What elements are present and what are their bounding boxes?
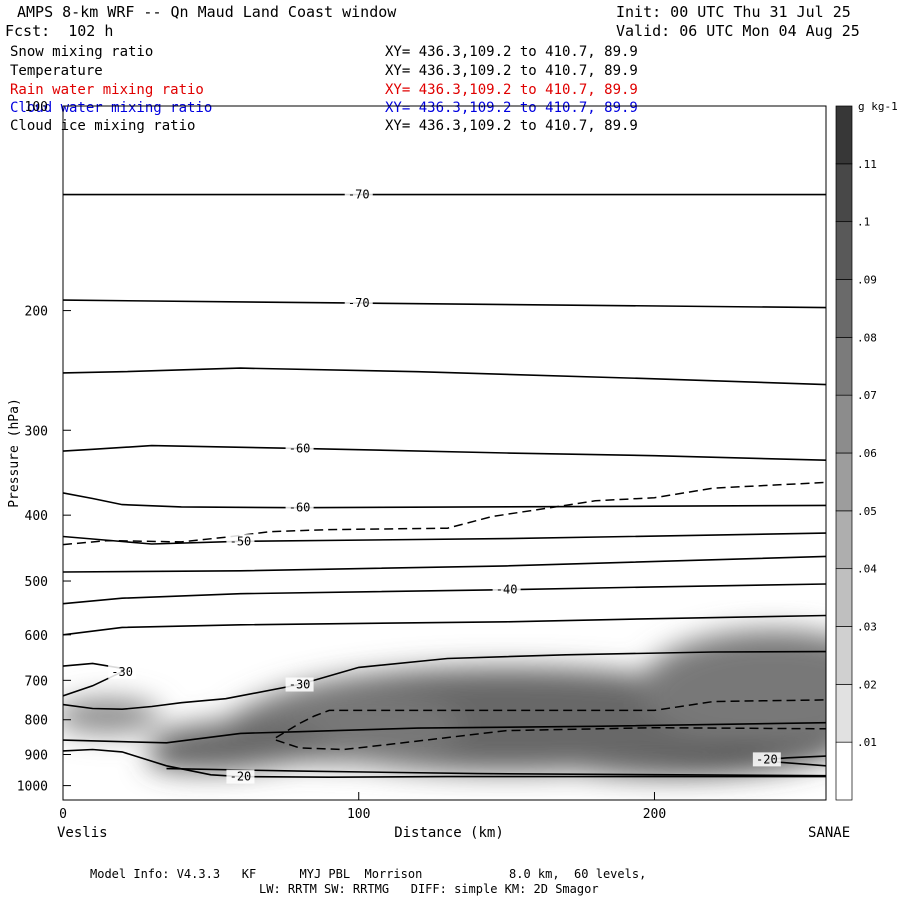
y-axis: 100 200 300 400 500 600 700 800 900 1000 [17, 100, 71, 795]
plot-frame [62, 105, 827, 801]
temperature-contour-1 [63, 299, 826, 309]
colorbar-swatch-9 [835, 221, 853, 280]
chart-title: AMPS 8-km WRF -- Qn Maud Land Coast wind… [17, 3, 397, 21]
temperature-contour-12 [63, 748, 826, 779]
y-axis-label: Pressure (hPa) [7, 398, 22, 508]
colorbar-label-6: .07 [857, 389, 877, 402]
rain-water-contour-1 [275, 699, 826, 739]
y-tick-label-9: 1000 [17, 780, 48, 795]
field-xy-cloud-ice: XY= 436.3,109.2 to 410.7, 89.9 [385, 118, 638, 134]
y-tick-label-7: 800 [25, 714, 48, 729]
field-name-temperature: Temperature [10, 63, 103, 79]
colorbar-unit-text: g kg-1 [858, 100, 898, 113]
field-xy-cloud-water: XY= 436.3,109.2 to 410.7, 89.9 [385, 100, 638, 116]
colorbar-label-7: .08 [857, 331, 877, 344]
y-tick-label-2: 300 [25, 424, 48, 439]
contour-label-5: -50 [230, 534, 252, 548]
temperature-contour-6 [63, 555, 826, 573]
colorbar-swatch-10 [835, 163, 853, 223]
colorbar-swatch-2 [835, 626, 853, 685]
x-tick-label-2: 200 [643, 807, 666, 822]
colorbar-label-5: .06 [857, 447, 877, 460]
rain-water-contour-2 [275, 726, 826, 751]
colorbar: .01 .02 .03 .04 .05 .06 .07 .08 .09 .1 .11 [835, 105, 877, 801]
rain-water-contour-0 [63, 481, 826, 546]
field-xy-rain-water: XY= 436.3,109.2 to 410.7, 89.9 [385, 82, 638, 98]
contour-label-10: -30 [111, 665, 133, 679]
contour-label-14: -20 [756, 752, 778, 766]
init-time: Init: 00 UTC Thu 31 Jul 25 [616, 3, 851, 21]
field-name-snow: Snow mixing ratio [10, 44, 154, 60]
colorbar-swatch-6 [835, 394, 853, 454]
contour-label-0: -70 [348, 188, 370, 202]
snow-area-5 [63, 698, 161, 734]
snow-area-6 [151, 721, 330, 768]
contour-label-1: -70 [348, 296, 370, 310]
contour-label-9: -30 [289, 678, 311, 692]
colorbar-swatch-1 [835, 683, 853, 743]
colorbar-swatch-5 [835, 452, 853, 512]
contour-label-4: -60 [289, 501, 311, 515]
y-tick-label-0: 100 [25, 100, 48, 115]
colorbar-unit: g kg-1 [858, 100, 898, 113]
valid-time: Valid: 06 UTC Mon 04 Aug 25 [616, 22, 860, 40]
y-tick-label-3: 400 [25, 509, 48, 524]
x-tick-label-1: 100 [347, 807, 370, 822]
colorbar-label-8: .09 [857, 274, 877, 287]
model-info-line1: Model Info: V4.3.3 KF MYJ PBL Morrison 8… [90, 867, 647, 881]
field-name-cloud-water: Cloud water mixing ratio [10, 100, 213, 116]
x-axis: 0 100 200 [59, 792, 666, 822]
field-name-rain-water: Rain water mixing ratio [10, 82, 204, 98]
colorbar-label-1: .02 [857, 678, 877, 691]
field-xy-temperature: XY= 436.3,109.2 to 410.7, 89.9 [385, 63, 638, 79]
field-name-cloud-ice: Cloud ice mixing ratio [10, 118, 196, 134]
x-tick-label-0: 0 [59, 807, 67, 822]
colorbar-label-4: .05 [857, 505, 877, 518]
y-tick-label-5: 600 [25, 629, 48, 644]
colorbar-label-10: .11 [857, 158, 877, 171]
colorbar-swatch-11 [835, 105, 853, 165]
snow-area-3 [639, 629, 826, 748]
temperature-contour-3 [63, 444, 826, 461]
x-endpoint-right: SANAE [808, 825, 850, 841]
temperature-contour-4 [63, 492, 826, 509]
colorbar-swatch-3 [835, 568, 853, 627]
temperature-contour-7 [63, 583, 826, 605]
contour-label-12: -20 [230, 770, 252, 784]
contour-label-7: -40 [496, 583, 518, 597]
model-info-line2: LW: RRTM SW: RRTMG DIFF: simple KM: 2D S… [259, 882, 599, 896]
x-axis-label: Distance (km) [394, 825, 504, 841]
temperature-contour-2 [63, 367, 826, 386]
contour-label-3: -60 [289, 441, 311, 455]
contour-labels: -70 -70 -60 -60 -50 -40 -30 -30 -20 -20 [108, 187, 781, 784]
colorbar-swatch-7 [835, 336, 853, 396]
y-tick-label-6: 700 [25, 674, 48, 689]
colorbar-label-2: .03 [857, 621, 877, 634]
temperature-contour-9 [63, 650, 826, 711]
colorbar-swatch-4 [835, 510, 853, 570]
temperature-contour-11 [63, 721, 826, 744]
colorbar-label-3: .04 [857, 563, 877, 576]
colorbar-label-0: .01 [857, 736, 877, 749]
forecast-hour: Fcst: 102 h [5, 22, 114, 40]
colorbar-swatch-8 [835, 279, 853, 338]
temperature-contour-8 [63, 614, 826, 636]
y-tick-label-1: 200 [25, 305, 48, 320]
y-tick-label-4: 500 [25, 575, 48, 590]
field-xy-snow: XY= 436.3,109.2 to 410.7, 89.9 [385, 44, 638, 60]
colorbar-swatch-0 [835, 741, 853, 801]
x-endpoint-left: Veslis [57, 825, 108, 841]
colorbar-label-9: .1 [857, 216, 870, 229]
y-tick-label-8: 900 [25, 749, 48, 764]
rain-water-contours [63, 481, 826, 751]
